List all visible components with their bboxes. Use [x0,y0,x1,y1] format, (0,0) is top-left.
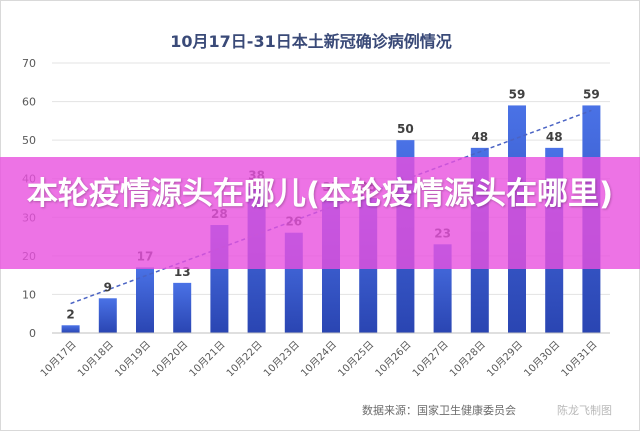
x-tick-label: 10月17日 [38,339,79,380]
data-label: 9 [104,280,112,294]
x-tick-label: 10月31日 [559,339,600,380]
y-tick-label: 10 [22,288,36,301]
bar [61,325,80,333]
x-tick-label: 10月24日 [298,339,339,380]
x-tick-label: 10月18日 [75,339,116,380]
banner-text: 本轮疫情源头在哪儿(本轮疫情源头在哪里) [26,176,614,212]
bar [136,267,154,333]
title-banner [0,157,640,269]
data-label: 2 [66,307,74,321]
y-tick-label: 0 [29,327,36,340]
trendline [70,109,592,305]
y-tick-label: 60 [22,96,36,109]
y-tick-label: 50 [22,134,36,147]
data-label: 48 [546,130,563,144]
data-source: 数据来源：国家卫生健康委员会 [362,404,516,417]
x-tick-label: 10月29日 [484,339,525,380]
bar [173,282,192,333]
x-tick-label: 10月28日 [447,339,488,380]
bar [98,298,117,333]
y-tick-label: 70 [22,57,36,70]
x-tick-label: 10月22日 [224,339,265,380]
x-tick-label: 10月21日 [187,339,228,380]
data-label: 59 [509,87,526,101]
x-tick-label: 10月20日 [150,339,191,380]
x-tick-label: 10月23日 [261,339,302,380]
chart-title: 10月17日-31日本土新冠确诊病例情况 [170,32,451,51]
data-label: 48 [471,130,488,144]
data-label: 50 [397,122,414,136]
x-tick-label: 10月30日 [522,339,563,380]
x-tick-label: 10月27日 [410,339,451,380]
x-tick-label: 10月19日 [112,339,153,380]
x-tick-label: 10月25日 [336,339,377,380]
data-label: 59 [583,87,600,101]
watermark: 陈龙飞制图 [557,404,612,417]
x-tick-label: 10月26日 [373,339,414,380]
